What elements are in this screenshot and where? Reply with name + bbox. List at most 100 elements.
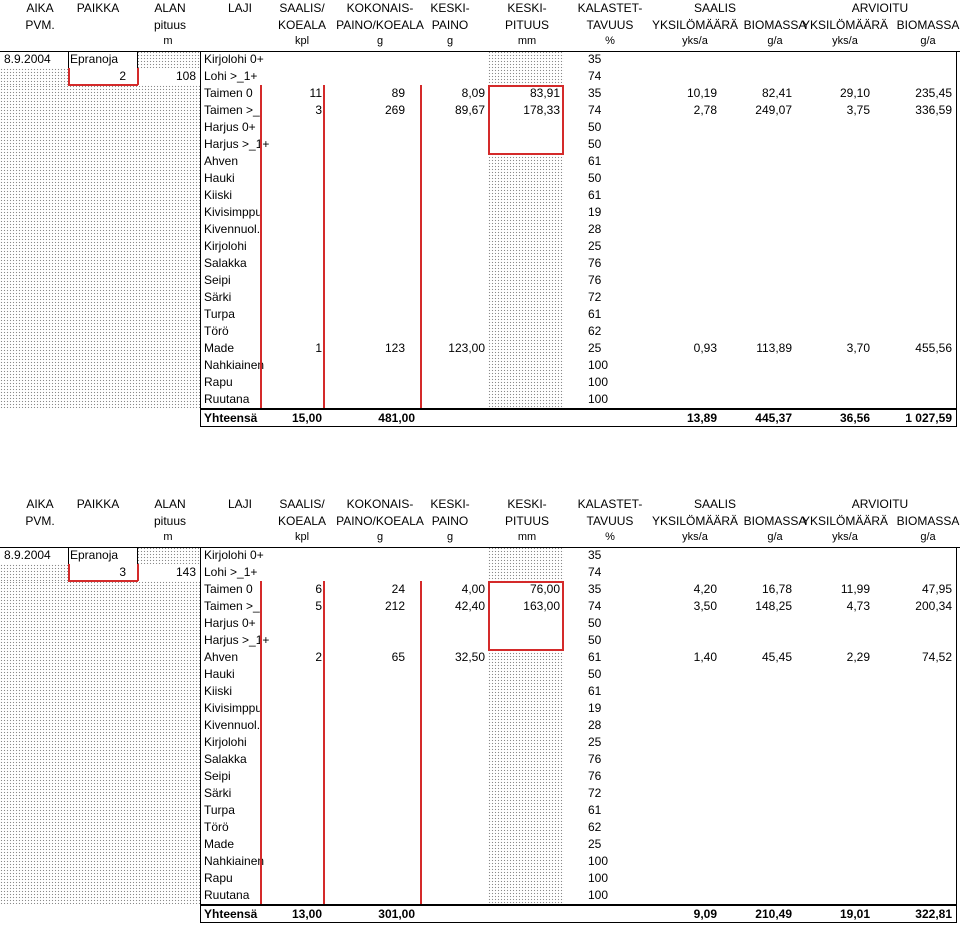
est-biomass-cell xyxy=(872,633,952,649)
count-cell xyxy=(640,69,717,85)
species-cell: Ahven xyxy=(204,650,239,664)
column-header: PVM. xyxy=(25,18,55,32)
header-row-2: PVM. pituus KOEALA PAINO/KOEALA PAINO PITUUS T… xyxy=(0,17,960,34)
species-cell: Turpa xyxy=(204,803,235,817)
catchability-cell: 62 xyxy=(588,820,602,834)
est-biomass-cell: 74,52 xyxy=(921,650,952,664)
saalis-cell xyxy=(262,171,322,187)
est-biomass-cell: 455,56 xyxy=(915,341,952,355)
species-cell: Törö xyxy=(204,324,229,338)
table-row: Lohi >_1+ 74 3 143 xyxy=(0,564,960,581)
mean-length-cell xyxy=(488,239,560,255)
column-header: g xyxy=(446,35,454,47)
column-header: g/a xyxy=(767,35,783,47)
table-row: Särki 72 xyxy=(0,289,960,306)
total-weight-cell xyxy=(330,137,405,153)
total-weight-cell xyxy=(330,52,405,68)
grid-line xyxy=(137,547,138,564)
est-count-cell xyxy=(795,854,870,870)
est-biomass-cell xyxy=(872,290,952,306)
est-count-cell xyxy=(795,154,870,170)
total-weight-cell xyxy=(330,769,405,785)
table-row: Ahven 2 65 32,50 61 1,40 45,45 2,29 74,52 xyxy=(0,649,960,666)
saalis-cell: 6 xyxy=(315,582,322,596)
est-count-cell xyxy=(795,120,870,136)
saalis-cell xyxy=(262,752,322,768)
biomass-cell xyxy=(720,137,792,153)
species-cell: Nahkiainen xyxy=(204,358,265,372)
mean-length-cell xyxy=(488,633,560,649)
catchability-cell: 72 xyxy=(588,290,602,304)
total-weight-cell: 65 xyxy=(391,650,405,664)
total-weight-cell xyxy=(330,854,405,870)
saalis-cell xyxy=(262,324,322,340)
catchability-cell: 74 xyxy=(588,69,602,83)
table-row: Taimen 0 6 24 4,00 76,00 35 4,20 16,78 11,99 47,9… xyxy=(0,581,960,598)
biomass-cell xyxy=(720,324,792,340)
catchability-cell: 100 xyxy=(588,888,609,902)
count-cell xyxy=(640,52,717,68)
est-count-cell xyxy=(795,290,870,306)
table-row: Lohi >_1+ 74 2 108 xyxy=(0,68,960,85)
species-cell: Ruutana xyxy=(204,392,250,406)
species-cell: Ahven xyxy=(204,154,239,168)
saalis-cell xyxy=(262,205,322,221)
biomass-cell xyxy=(720,392,792,408)
column-header: m xyxy=(163,531,173,543)
saalis-cell xyxy=(262,854,322,870)
mean-length-cell xyxy=(488,69,560,85)
total-weight-cell xyxy=(330,718,405,734)
table-row: Kiiski 61 xyxy=(0,683,960,700)
column-header: yks/a xyxy=(832,35,858,47)
catchability-cell: 19 xyxy=(588,205,602,219)
saalis-cell xyxy=(262,392,322,408)
est-count-cell xyxy=(795,735,870,751)
catchability-cell: 35 xyxy=(588,52,602,66)
catchability-cell: 62 xyxy=(588,324,602,338)
count-cell xyxy=(640,718,717,734)
total-weight-cell: 24 xyxy=(391,582,405,596)
header-row-1: AIKA PAIKKA ALAN LAJI SAALIS/KOKONAIS- KESKI-… xyxy=(0,0,960,17)
biomass-cell xyxy=(720,69,792,85)
est-biomass-cell xyxy=(872,120,952,136)
est-count-cell xyxy=(795,820,870,836)
biomass-cell xyxy=(720,188,792,204)
table-row: Kiiski 61 xyxy=(0,187,960,204)
mean-weight-cell xyxy=(410,52,485,68)
est-biomass-cell xyxy=(872,307,952,323)
count-cell xyxy=(640,137,717,153)
count-cell xyxy=(640,769,717,785)
biomass-cell xyxy=(720,888,792,904)
est-biomass-cell xyxy=(872,871,952,887)
biomass-cell xyxy=(720,548,792,564)
column-header: KALASTET- xyxy=(577,497,643,511)
est-biomass-cell xyxy=(872,392,952,408)
table-row: Harjus >_1+ 50 xyxy=(0,632,960,649)
column-header: g/a xyxy=(767,531,783,543)
count-cell xyxy=(640,358,717,374)
column-header: LAJI xyxy=(227,497,252,511)
table-row: Ahven 61 xyxy=(0,153,960,170)
est-biomass-cell xyxy=(872,684,952,700)
column-header: g xyxy=(376,35,384,47)
catchability-cell: 76 xyxy=(588,273,602,287)
saalis-cell: 5 xyxy=(315,599,322,613)
catchability-cell: 50 xyxy=(588,120,602,134)
total-weight-cell xyxy=(330,273,405,289)
column-header: kpl xyxy=(294,531,310,543)
mean-weight-cell: 42,40 xyxy=(454,599,485,613)
catchability-cell: 28 xyxy=(588,718,602,732)
est-biomass-cell xyxy=(872,256,952,272)
species-cell: Harjus >_1+ xyxy=(204,137,270,151)
biomass-cell xyxy=(720,375,792,391)
length-cell: 108 xyxy=(175,69,196,83)
mean-length-cell xyxy=(488,786,560,802)
count-cell xyxy=(640,120,717,136)
saalis-cell xyxy=(262,735,322,751)
mean-length-cell xyxy=(488,205,560,221)
saalis-cell: 2 xyxy=(315,650,322,664)
column-header: mm xyxy=(517,35,537,47)
mean-length-cell xyxy=(488,358,560,374)
catchability-cell: 76 xyxy=(588,256,602,270)
species-cell: Lohi >_1+ xyxy=(204,69,258,83)
